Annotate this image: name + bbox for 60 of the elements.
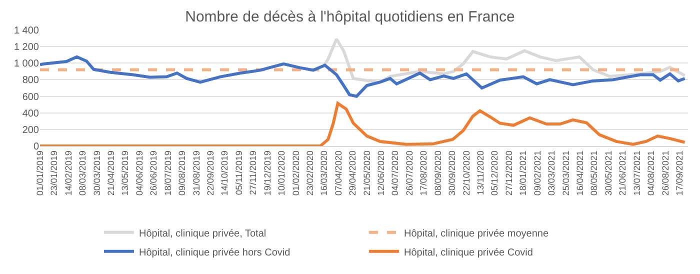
x-tick-label: 01/01/2019: [34, 150, 45, 196]
x-tick-label: 17/09/2021: [674, 150, 685, 196]
x-tick-label: 26/08/2021: [660, 150, 670, 196]
x-tick-label: 01/02/2020: [290, 150, 301, 196]
x-tick-label: 14/02/2019: [63, 150, 74, 196]
chart-title: Nombre de décès à l'hôpital quotidiens en France: [185, 8, 515, 26]
x-tick-label: 14/10/2019: [220, 150, 230, 196]
x-tick-label: 30/05/2021: [603, 150, 614, 196]
x-tick-label: 23/01/2019: [49, 150, 60, 196]
x-tick-label: 31/08/2019: [191, 150, 202, 196]
x-tick-label: 21/04/2019: [106, 150, 116, 196]
x-tick-label: 17/08/2020: [418, 150, 429, 196]
legend-label: Hôpital, clinique privée moyenne: [404, 228, 549, 240]
x-tick-label: 16/03/2020: [319, 150, 330, 196]
x-tick-label: 30/03/2019: [92, 150, 102, 196]
x-tick-label: 27/11/2019: [248, 150, 258, 195]
x-tick-label: 19/12/2019: [262, 150, 272, 196]
legend-label: Hôpital, clinique privée hors Covid: [139, 247, 290, 258]
y-tick-label: 0: [33, 142, 40, 152]
x-tick-label: 13/11/2020: [476, 150, 486, 195]
x-tick-label: 10/01/2020: [276, 150, 287, 196]
x-tick-label: 05/12/2020: [490, 150, 500, 196]
x-tick-label: 30/09/2020: [447, 150, 458, 196]
line-series: [40, 55, 686, 98]
y-tick-label: 800: [22, 75, 40, 86]
x-tick-label: 09/08/2019: [177, 150, 188, 196]
y-tick-label: 1 400: [14, 26, 40, 36]
x-tick-label: 25/03/2021: [560, 150, 571, 196]
x-tick-label: 18/07/2019: [162, 150, 173, 196]
x-tick-label: 08/03/2019: [78, 150, 88, 196]
x-tick-label: 29/04/2020: [348, 150, 358, 196]
x-tick-label: 09/02/2021: [532, 150, 542, 196]
x-tick-label: 08/09/2020: [432, 150, 443, 196]
x-tick-label: 08/05/2021: [589, 150, 600, 196]
x-tick-label: 13/07/2021: [632, 150, 642, 196]
x-tick-label: 04/08/2021: [646, 150, 656, 196]
x-tick-label: 04/06/2019: [134, 150, 144, 196]
x-tick-label: 26/07/2020: [404, 150, 414, 196]
y-tick-label: 200: [22, 124, 40, 136]
x-tick-label: 21/05/2020: [362, 150, 372, 196]
legend-label: Hôpital, clinique privée Covid: [404, 247, 533, 258]
x-tick-label: 22/09/2019: [205, 150, 216, 196]
y-tick-label: 1 000: [14, 58, 40, 70]
y-tick-label: 1 200: [14, 42, 40, 54]
x-tick-label: 18/01/2021: [518, 150, 528, 196]
x-tick-label: 04/07/2020: [390, 150, 400, 196]
x-tick-label: 23/02/2020: [304, 150, 315, 196]
x-tick-label: 12/06/2020: [376, 150, 386, 196]
y-tick-label: 400: [22, 108, 40, 120]
x-tick-label: 07/04/2020: [333, 150, 344, 196]
x-tick-label: 22/10/2020: [461, 150, 472, 196]
x-tick-label: 13/05/2019: [120, 150, 130, 196]
x-tick-label: 16/04/2021: [575, 150, 586, 196]
x-tick-label: 21/06/2021: [618, 150, 628, 196]
x-tick-label: 27/12/2020: [504, 150, 514, 196]
x-tick-label: 26/06/2019: [148, 150, 159, 196]
x-tick-label: 05/11/2019: [234, 150, 244, 195]
legend-label: Hôpital, clinique privée, Total: [139, 228, 266, 240]
x-tick-label: 03/03/2021: [546, 150, 557, 196]
y-tick-label: 600: [22, 92, 40, 103]
